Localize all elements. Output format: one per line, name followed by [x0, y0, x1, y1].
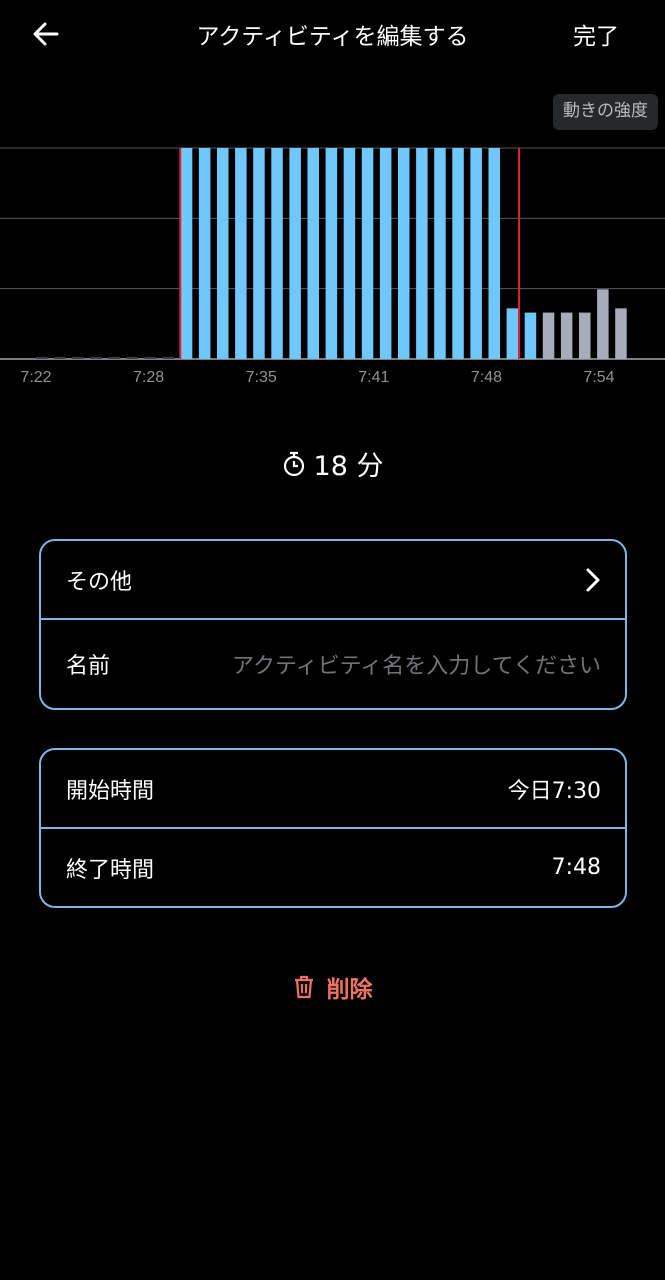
start-time-row[interactable]: 開始時間 今日7:30 [41, 750, 625, 827]
chart-bar [560, 312, 573, 359]
chart-bar [597, 289, 609, 359]
chart-bar [470, 148, 482, 359]
chart-bar [217, 148, 229, 359]
name-row[interactable]: 名前 アクティビティ名を入力してください [41, 618, 625, 708]
chart-bar [361, 148, 374, 359]
arrow-left-icon[interactable] [30, 18, 62, 50]
x-tick-label: 7:48 [471, 369, 502, 386]
chart-bar [198, 148, 211, 359]
activity-card: その他 名前 アクティビティ名を入力してください [39, 539, 627, 710]
chart-bar [452, 148, 464, 359]
chart-bar [126, 356, 138, 359]
chart-bar [307, 148, 319, 359]
chart-bar [615, 308, 627, 359]
chart-bar [524, 312, 537, 359]
chart-bar [235, 148, 247, 359]
name-input[interactable]: アクティビティ名を入力してください [232, 654, 601, 679]
activity-type-row[interactable]: その他 [41, 541, 625, 618]
x-tick-label: 7:22 [20, 369, 51, 386]
done-button[interactable]: 完了 [573, 24, 619, 50]
page-title: アクティビティを編集する [196, 24, 469, 50]
start-time-value[interactable]: 今日7:30 [507, 778, 601, 804]
x-tick-label: 7:35 [246, 369, 277, 386]
chart-bar [398, 148, 410, 359]
chart-bar [271, 148, 283, 359]
chart-bar [72, 356, 84, 359]
start-time-label: 開始時間 [66, 778, 155, 804]
chart-bar [90, 356, 102, 359]
chart-bar [180, 148, 193, 359]
chart-bar [162, 356, 175, 359]
activity-type-label: その他 [66, 569, 133, 595]
chart-bar [108, 356, 120, 359]
end-time-value[interactable]: 7:48 [551, 855, 601, 880]
chart-bar [488, 148, 500, 359]
duration: 18 分 [0, 444, 665, 483]
trash-icon [294, 975, 313, 999]
header: アクティビティを編集する 完了 [0, 0, 665, 68]
chart-bar [253, 148, 265, 359]
x-tick-label: 7:41 [358, 369, 389, 386]
chart-bar [542, 312, 555, 359]
chevron-right-icon [586, 568, 600, 591]
chart-bar [379, 148, 392, 359]
chart-bar [289, 148, 301, 359]
x-tick-label: 7:54 [583, 369, 614, 386]
chart-bar [144, 356, 157, 359]
chart-bar [343, 148, 356, 359]
delete-label: 削除 [326, 977, 373, 1003]
delete-button[interactable]: 削除 [0, 970, 665, 1004]
time-card: 開始時間 今日7:30 終了時間 7:48 [39, 748, 627, 908]
intensity-legend-button[interactable]: 動きの強度 [553, 94, 658, 130]
name-label: 名前 [66, 654, 111, 679]
chart-bar [325, 148, 338, 359]
chart-bar [416, 148, 428, 359]
duration-value: 18 分 [313, 451, 384, 482]
chart-bar [579, 312, 591, 359]
end-time-row[interactable]: 終了時間 7:48 [41, 827, 625, 906]
timer-icon [283, 451, 304, 476]
end-time-label: 終了時間 [66, 857, 155, 883]
chart-bar [506, 308, 519, 359]
chart-bar [54, 356, 66, 359]
x-tick-label: 7:28 [133, 369, 164, 386]
chart-bar [36, 356, 48, 359]
chart-bar [434, 148, 446, 359]
activity-chart[interactable]: 7:22 7:28 7:35 7:41 7:48 7:54 [0, 130, 665, 390]
